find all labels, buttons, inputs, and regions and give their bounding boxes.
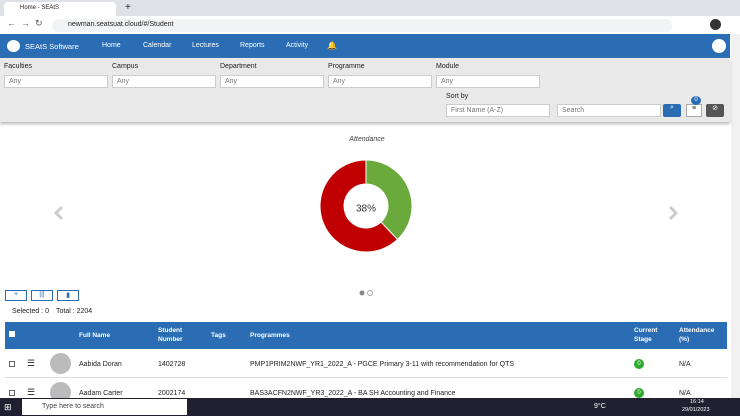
filter-select[interactable]: Any xyxy=(220,75,324,88)
add-button[interactable]: + xyxy=(5,290,27,301)
select-all[interactable] xyxy=(9,331,15,337)
chart-title: Attendance xyxy=(348,136,385,143)
weather: 9°C xyxy=(594,403,606,410)
row[interactable] xyxy=(5,349,727,378)
start[interactable]: ⊞ xyxy=(4,402,12,412)
tab-title: Home - SEAtS xyxy=(20,5,60,11)
address-bar[interactable] xyxy=(52,19,672,32)
cell: N/A xyxy=(679,361,691,368)
filter-select[interactable]: Any xyxy=(4,75,108,88)
app-nav xyxy=(0,34,730,58)
row-checkbox[interactable] xyxy=(9,361,15,367)
column-header: Current Stage xyxy=(634,327,658,343)
donut-segment xyxy=(365,159,413,241)
avatar xyxy=(50,353,71,374)
cell: N/A xyxy=(679,390,691,397)
cell: Aadam Carter xyxy=(79,390,123,397)
clock-date: 29/01/2023 xyxy=(682,407,710,413)
brand: SEAtS Software xyxy=(25,42,79,51)
column-header: Attendance (%) xyxy=(679,327,715,343)
notifications[interactable]: 🔔 xyxy=(327,41,337,50)
column-header: Programmes xyxy=(250,332,290,339)
column-header: Tags xyxy=(211,332,226,339)
cell: Aabida Doran xyxy=(79,361,122,368)
filter-label: Programme xyxy=(328,63,365,70)
prev-arrow[interactable] xyxy=(53,205,64,221)
nav-item[interactable]: Home xyxy=(102,42,121,49)
avatar xyxy=(50,382,71,403)
cell: BAS3ACFN2NWF_YR3_2022_A - BA SH Accounti… xyxy=(250,390,456,397)
filter-label: Module xyxy=(436,63,459,70)
nav-item[interactable]: Lectures xyxy=(192,42,219,49)
logo xyxy=(7,40,20,52)
nav-item[interactable]: Activity xyxy=(286,42,309,49)
search-button[interactable]: ⌕ xyxy=(663,104,681,117)
center-label: 38% xyxy=(356,204,376,215)
tab[interactable] xyxy=(4,2,116,16)
tab-bar xyxy=(0,0,740,16)
attendance-carousel: Attendance 38% xyxy=(53,136,679,296)
filter-label: Faculties xyxy=(4,63,33,70)
nav-item[interactable]: Calendar xyxy=(143,42,172,49)
selected-count: Selected : 0 xyxy=(12,308,49,315)
column-header: Full Name xyxy=(79,332,111,339)
donut-segment xyxy=(319,159,399,253)
row-checkbox[interactable] xyxy=(9,390,15,396)
chart-button[interactable]: ▮ xyxy=(57,290,79,301)
filter-select[interactable]: Any xyxy=(436,75,540,88)
nav-item[interactable]: Reports xyxy=(240,42,265,49)
clear-button[interactable]: ⊘ xyxy=(706,104,724,117)
filter-select[interactable]: Any xyxy=(328,75,432,88)
column-header: Student Number xyxy=(158,327,183,343)
filter-button[interactable]: ≡ xyxy=(686,104,702,117)
filter-label: Campus xyxy=(112,63,139,70)
cell: 1402728 xyxy=(158,361,186,368)
taskbar-search-text: Type here to search xyxy=(42,403,104,410)
filter-select[interactable]: Any xyxy=(112,75,216,88)
clock-time: 16:14 xyxy=(690,399,704,405)
profile[interactable] xyxy=(710,19,721,30)
user[interactable] xyxy=(712,39,726,53)
cell: PMP1PRIM2NWF_YR1_2022_A - PGCE Primary 3… xyxy=(250,361,515,368)
columns-button[interactable]: ||| xyxy=(31,290,53,301)
scrollbar xyxy=(731,34,740,398)
carousel-dot[interactable] xyxy=(367,290,373,296)
new-tab[interactable]: + xyxy=(125,2,131,13)
table-header xyxy=(5,322,727,349)
url: newman.seatsuat.cloud/#/Student xyxy=(68,21,174,28)
stage-badge: 0 xyxy=(634,388,644,398)
search-input[interactable]: Search xyxy=(557,104,661,117)
nav-buttons[interactable]: ← → ↻ xyxy=(7,18,43,28)
carousel-dot[interactable] xyxy=(359,290,365,296)
row-menu[interactable]: ☰ xyxy=(27,387,36,397)
sort-select[interactable]: First Name (A-Z) xyxy=(446,104,550,117)
cell: 2002174 xyxy=(158,390,186,397)
total-count: Total : 2204 xyxy=(56,308,93,315)
row-menu[interactable]: ☰ xyxy=(27,358,36,368)
taskbar-search[interactable] xyxy=(22,399,187,415)
filter-badge: 0 xyxy=(691,96,701,105)
stage-badge: 0 xyxy=(634,359,644,369)
sort-label: Sort by xyxy=(446,93,469,100)
filter-label: Department xyxy=(220,63,257,70)
next-arrow[interactable] xyxy=(668,205,679,221)
